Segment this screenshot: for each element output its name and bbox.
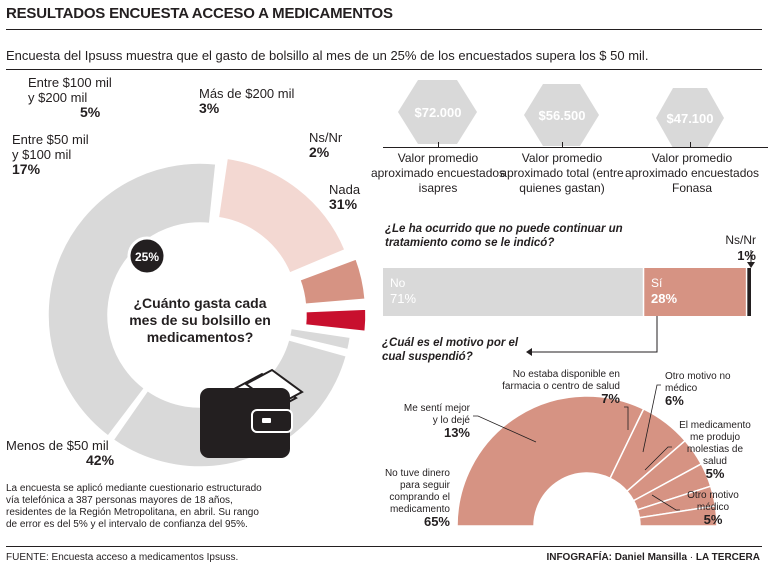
page-subtitle: Encuesta del Ipsuss muestra que el gasto… xyxy=(6,48,649,63)
label-mas-200: Más de $200 mil 3% xyxy=(199,86,294,116)
label-nada-text: Nada xyxy=(329,182,361,197)
label-nsnr-text: Ns/Nr xyxy=(309,130,343,145)
donut-slice-mas-200 xyxy=(304,308,367,333)
reason-molestias-pct: 5% xyxy=(705,466,725,481)
label-entre-100-200-line2: y $200 mil xyxy=(28,90,88,105)
bar-label-si: Sí 28% xyxy=(651,276,677,306)
subtitle-rule xyxy=(6,69,762,70)
label-nada-pct: 31% xyxy=(329,196,358,212)
wallet-icon xyxy=(200,368,304,458)
label-nada: Nada 31% xyxy=(329,182,360,212)
reason-me-senti-mejor-pct: 13% xyxy=(443,425,470,440)
label-entre-100-200: Entre $100 mil y $200 mil 5% xyxy=(28,75,112,120)
reason-no-disponible: No estaba disponible en farmacia o centr… xyxy=(488,369,620,405)
donut-slice-entre-100-200 xyxy=(298,257,366,306)
label-menos-50: Menos de $50 mil 42% xyxy=(6,438,114,468)
treatment-nsnr-text: Ns/Nr xyxy=(725,233,756,247)
hex-caption-fonasa: Valor promedio aproximado encuestados Fo… xyxy=(624,151,760,195)
hex-caption-isapres: Valor promedio aproximado encuestados is… xyxy=(370,151,506,195)
hex-tick-1 xyxy=(438,142,439,148)
reason-no-tuve-dinero: No tuve dinero para seguir comprando el … xyxy=(372,468,450,528)
bar-si-text: Sí xyxy=(651,276,663,290)
label-menos-50-pct: 42% xyxy=(86,452,115,468)
brand-name: LA TERCERA xyxy=(695,552,760,563)
reason-no-tuve-dinero-pct: 65% xyxy=(423,514,450,529)
methodology-note: La encuesta se aplicó mediante cuestiona… xyxy=(6,483,262,530)
bar-si-pct: 28% xyxy=(651,291,678,306)
hex-tick-2 xyxy=(562,142,563,148)
hex-caption-total: Valor promedio aproximado total (entre q… xyxy=(500,151,624,195)
credit-label: INFOGRAFÍA: Daniel Mansilla xyxy=(546,552,688,563)
reason-no-disponible-pct: 7% xyxy=(601,391,620,406)
donut-slice-menos-50 xyxy=(47,162,217,438)
label-nsnr: Ns/Nr 2% xyxy=(309,130,342,160)
share-badge xyxy=(127,236,167,276)
credit-line: INFOGRAFÍA: Daniel Mansilla · LA TERCERA xyxy=(546,552,760,563)
bar-label-no: No 71% xyxy=(390,276,416,306)
reasons-question: ¿Cuál es el motivo por el cual suspendió… xyxy=(382,337,519,363)
label-menos-50-text: Menos de $50 mil xyxy=(6,438,109,453)
label-treatment-nsnr: Ns/Nr 1% xyxy=(700,233,756,263)
label-entre-50-100-line2: y $100 mil xyxy=(12,147,72,162)
reason-otro-medico-pct: 5% xyxy=(703,512,723,527)
label-entre-50-100: Entre $50 mil y $100 mil 17% xyxy=(12,132,89,177)
title-rule xyxy=(6,29,762,30)
page-title: RESULTADOS ENCUESTA ACCESO A MEDICAMENTO… xyxy=(6,5,393,22)
donut-slice-nsnr xyxy=(288,327,352,351)
label-entre-50-100-pct: 17% xyxy=(12,161,41,177)
reason-otro-no-medico-text: Otro motivo no médico xyxy=(665,371,731,394)
reason-no-disponible-text: No estaba disponible en farmacia o centr… xyxy=(502,369,620,392)
reason-otro-medico-text: Otro motivo médico xyxy=(687,490,739,513)
reason-me-senti-mejor: Me sentí mejor y lo dejé 13% xyxy=(400,403,470,439)
reason-me-senti-mejor-text: Me sentí mejor y lo dejé xyxy=(403,403,470,426)
label-nsnr-pct: 2% xyxy=(309,144,330,160)
label-mas-200-text: Más de $200 mil xyxy=(199,86,295,101)
donut-center-question: ¿Cuánto gasta cada mes de su bolsillo en… xyxy=(129,295,271,345)
reason-otro-no-medico: Otro motivo no médico 6% xyxy=(665,371,735,407)
label-entre-100-200-pct: 5% xyxy=(80,104,101,120)
reason-no-tuve-dinero-text: No tuve dinero para seguir comprando el … xyxy=(384,468,450,515)
footer-rule xyxy=(6,546,762,547)
bar-no-text: No xyxy=(390,276,406,290)
treatment-question: ¿Le ha ocurrido que no puede continuar u… xyxy=(385,223,623,249)
label-entre-50-100-line1: Entre $50 mil xyxy=(12,132,89,147)
reason-otro-no-medico-pct: 6% xyxy=(665,393,684,408)
reason-molestias-text: El medicamento me produjo molestias de s… xyxy=(679,420,751,467)
label-mas-200-pct: 3% xyxy=(199,100,220,116)
bar-no-pct: 71% xyxy=(390,291,417,306)
source-note: FUENTE: Encuesta acceso a medicamentos I… xyxy=(6,552,239,563)
reason-otro-medico: Otro motivo médico 5% xyxy=(683,490,743,526)
label-entre-100-200-line1: Entre $100 mil xyxy=(28,75,112,90)
hexagon-baseline xyxy=(383,147,768,148)
hex-tick-3 xyxy=(690,142,691,148)
reason-molestias: El medicamento me produjo molestias de s… xyxy=(675,420,755,480)
treatment-nsnr-pct: 1% xyxy=(737,248,756,263)
donut-slice-entre-50-100 xyxy=(217,157,347,275)
share-badge-label: 25% xyxy=(135,250,159,264)
